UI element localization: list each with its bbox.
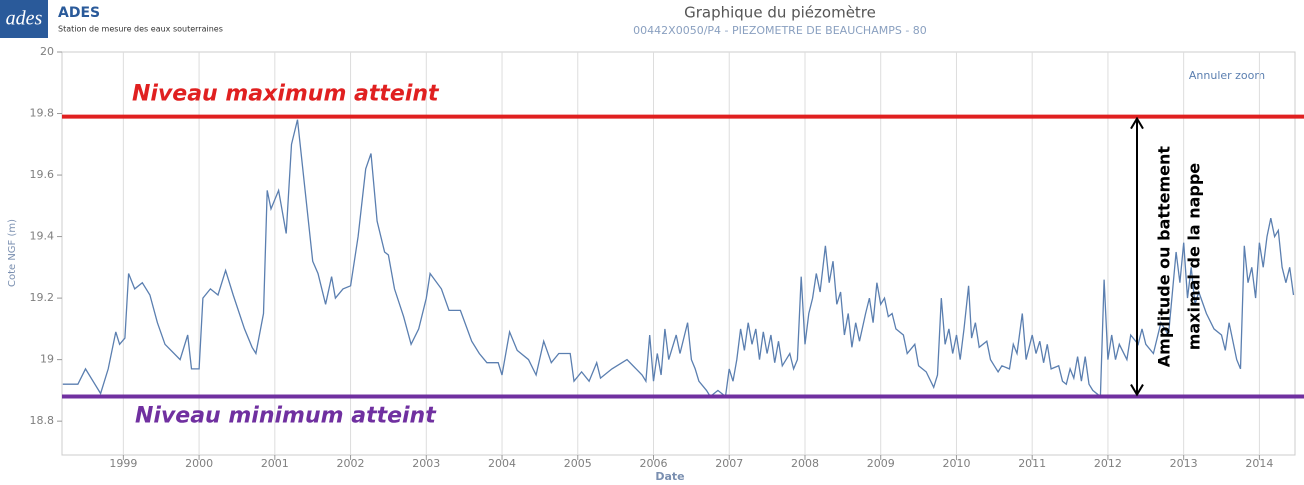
x-tick-label: 2006 [640,457,668,470]
x-tick-label: 1999 [109,457,137,470]
x-tick-label: 2007 [715,457,743,470]
reference-label: Niveau maximum atteint [132,82,440,107]
amplitude-label: maximal de la nappe [1185,163,1204,351]
x-tick-label: 2013 [1170,457,1198,470]
y-tick-label: 19.8 [30,107,55,120]
chart-subtitle: 00442X0050/P4 - PIEZOMETRE DE BEAUCHAMPS… [633,24,927,37]
x-tick-label: 2005 [564,457,592,470]
y-axis-label: Cote NGF (m) [7,219,18,287]
x-axis-label: Date [655,470,684,483]
x-tick-label: 2004 [488,457,516,470]
series-line [62,119,1295,398]
zoom-button[interactable]: Annuler zoom [1189,69,1265,82]
x-tick-label: 2003 [412,457,440,470]
tagline: Station de mesure des eaux souterraines [58,25,223,34]
arrow-head [1130,384,1144,397]
y-tick-label: 20 [40,45,54,58]
amplitude-label: Amplitude ou battement [1155,146,1174,368]
site-name: ADES [58,5,100,21]
x-tick-label: 2001 [261,457,289,470]
logo-box [0,0,48,38]
x-tick-label: 2009 [867,457,895,470]
reference-label: Niveau minimum atteint [135,404,437,429]
x-tick-label: 2008 [791,457,819,470]
y-tick-label: 19.2 [30,291,55,304]
arrow-head [1130,116,1144,130]
x-tick-label: 2012 [1094,457,1122,470]
chart-title: Graphique du piézomètre [684,4,876,22]
x-tick-label: 2010 [942,457,970,470]
x-tick-label: 2002 [337,457,365,470]
x-tick-label: 2011 [1018,457,1046,470]
x-tick-label: 2000 [185,457,213,470]
y-tick-label: 18.8 [30,414,55,427]
y-tick-label: 19.6 [30,168,55,181]
x-tick-label: 2014 [1245,457,1273,470]
y-tick-label: 19.4 [30,230,55,243]
logo: ades [6,8,43,30]
plot-area [61,51,1296,456]
y-tick-label: 19 [40,353,54,366]
